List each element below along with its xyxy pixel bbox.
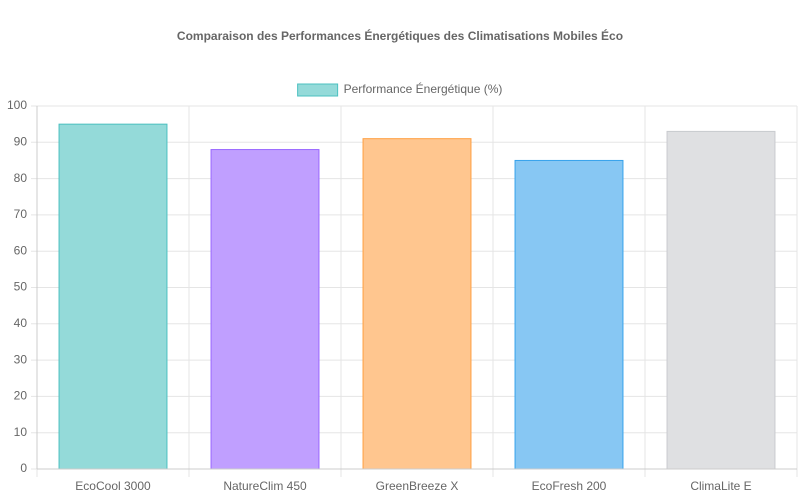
y-tick-label: 70 bbox=[14, 207, 28, 221]
legend-swatch bbox=[297, 83, 339, 97]
y-tick-label: 40 bbox=[14, 316, 28, 330]
y-tick-label: 60 bbox=[14, 243, 28, 257]
x-tick-label: ClimaLite E bbox=[690, 479, 751, 493]
y-tick-label: 50 bbox=[14, 280, 28, 294]
y-tick-label: 20 bbox=[14, 389, 28, 403]
y-tick-label: 90 bbox=[14, 134, 28, 148]
y-tick-label: 10 bbox=[14, 425, 28, 439]
x-tick-label: NatureClim 450 bbox=[223, 479, 307, 493]
x-tick-label: GreenBreeze X bbox=[376, 479, 459, 493]
bar bbox=[58, 123, 168, 470]
y-tick-label: 30 bbox=[14, 352, 28, 366]
y-tick-label: 100 bbox=[7, 98, 27, 112]
x-tick-label: EcoFresh 200 bbox=[532, 479, 607, 493]
y-tick-label: 80 bbox=[14, 171, 28, 185]
legend-label: Performance Énergétique (%) bbox=[344, 81, 503, 96]
x-tick-label: EcoCool 3000 bbox=[75, 479, 151, 493]
chart-title: Comparaison des Performances Énergétique… bbox=[177, 28, 623, 43]
bar bbox=[666, 130, 776, 470]
bar bbox=[210, 149, 320, 470]
y-tick-label: 0 bbox=[20, 461, 27, 475]
bar bbox=[514, 159, 624, 470]
bar bbox=[362, 138, 472, 470]
